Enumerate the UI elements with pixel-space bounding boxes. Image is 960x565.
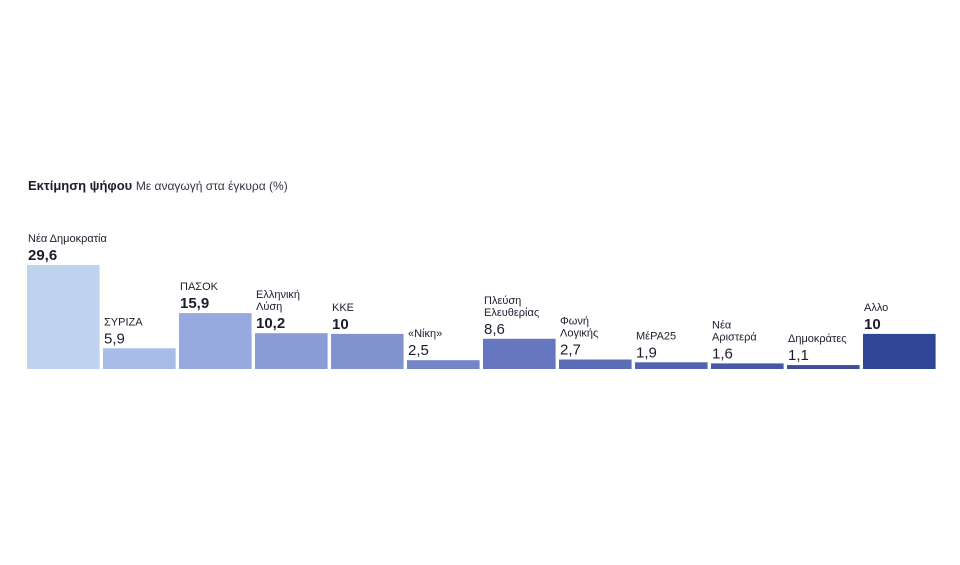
bar-category-label-8: ΜέΡΑ25 — [636, 330, 676, 342]
bar-category-label-0: Νέα Δημοκρατία — [28, 233, 107, 245]
bar-7 — [559, 359, 632, 369]
bar-category-label-7: Φωνή — [560, 316, 589, 328]
bar-category-label-11: Αλλο — [864, 302, 888, 314]
bar-category-label-5: «Νίκη» — [408, 328, 442, 340]
chart-title-main: Εκτίμηση ψήφου — [28, 178, 133, 193]
bar-6 — [483, 338, 556, 369]
bar-9 — [711, 363, 784, 369]
bar-2 — [179, 313, 252, 369]
bar-0 — [27, 265, 100, 369]
bar-category-label-3: Λύση — [256, 301, 282, 313]
bar-value-label-11: 10 — [864, 316, 881, 333]
bar-value-label-4: 10 — [332, 316, 349, 333]
bar-10 — [787, 365, 860, 369]
bar-value-label-10: 1,1 — [788, 347, 809, 364]
bar-1 — [103, 348, 176, 369]
bar-value-label-7: 2,7 — [560, 342, 581, 359]
bar-category-label-4: ΚΚΕ — [332, 302, 354, 314]
bar-category-label-10: Δημοκράτες — [788, 333, 847, 345]
bar-category-label-3: Ελληνική — [256, 289, 300, 301]
bar-11 — [863, 333, 936, 369]
bar-value-label-2: 15,9 — [180, 295, 209, 312]
bar-value-label-3: 10,2 — [256, 315, 285, 332]
bar-4 — [331, 333, 404, 369]
bar-value-label-6: 8,6 — [484, 321, 505, 338]
bar-category-label-1: ΣΥΡΙΖΑ — [104, 316, 143, 328]
bar-category-label-7: Λογικής — [560, 328, 598, 340]
bar-value-label-5: 2,5 — [408, 342, 429, 359]
bar-5 — [407, 360, 480, 369]
bar-8 — [635, 362, 708, 369]
chart-subtitle: Με αναγωγή στα έγκυρα (%) — [135, 179, 288, 193]
bar-category-label-9: Νέα — [712, 319, 732, 331]
bar-value-label-1: 5,9 — [104, 330, 125, 347]
bar-value-label-0: 29,6 — [28, 247, 57, 264]
bar-value-label-9: 1,6 — [712, 345, 733, 362]
bar-category-label-9: Αριστερά — [712, 331, 757, 343]
bar-3 — [255, 333, 328, 369]
bar-category-label-2: ΠΑΣΟΚ — [180, 281, 219, 293]
bar-value-label-8: 1,9 — [636, 344, 657, 361]
bar-category-label-6: Ελευθερίας — [484, 307, 539, 319]
bar-category-label-6: Πλεύση — [484, 295, 521, 307]
chart-title: Εκτίμηση ψήφου Με αναγωγή στα έγκυρα (%) — [28, 178, 288, 193]
